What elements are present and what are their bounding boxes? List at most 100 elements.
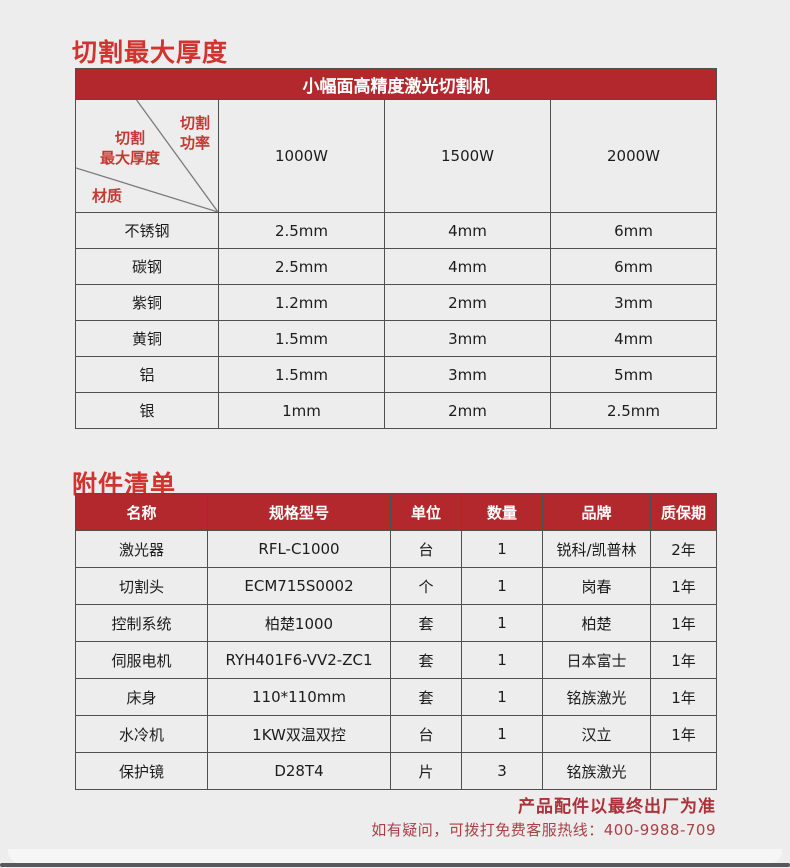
- thickness-cell: 2mm: [384, 284, 551, 321]
- material-cell: 银: [75, 392, 219, 429]
- thickness-cell: 3mm: [384, 320, 551, 357]
- unit-cell: 台: [390, 715, 462, 753]
- table-row: 水冷机 1KW双温双控 台 1 汉立 1年: [75, 715, 717, 753]
- unit-cell: 台: [390, 530, 462, 568]
- thickness-table-title: 小幅面高精度激光切割机: [75, 68, 717, 100]
- corner-label-material: 材质: [92, 187, 123, 205]
- material-cell: 碳钢: [75, 248, 219, 285]
- thickness-cell: 3mm: [550, 284, 717, 321]
- table-row: 激光器 RFL-C1000 台 1 锐科/凯普林 2年: [75, 530, 717, 568]
- page-bottom-bar: [0, 863, 790, 867]
- warranty-cell: 1年: [650, 604, 717, 642]
- corner-label-cutting-power: 切割 功率: [179, 114, 210, 152]
- thickness-cell: 5mm: [550, 356, 717, 393]
- warranty-cell: 2年: [650, 530, 717, 568]
- unit-cell: 套: [390, 604, 462, 642]
- unit-cell: 个: [390, 567, 462, 605]
- material-cell: 紫铜: [75, 284, 219, 321]
- qty-cell: 1: [461, 604, 543, 642]
- spec-cell: 1KW双温双控: [207, 715, 391, 753]
- table-row: 保护镜 D28T4 片 3 铭族激光: [75, 752, 717, 790]
- table-row: 碳钢 2.5mm 4mm 6mm: [75, 248, 717, 285]
- brand-cell: 日本富士: [542, 641, 651, 679]
- column-header-qty: 数量: [461, 493, 543, 531]
- name-cell: 床身: [75, 678, 208, 716]
- spec-cell: 柏楚1000: [207, 604, 391, 642]
- section-title-cutting-thickness: 切割最大厚度: [72, 37, 229, 67]
- thickness-cell: 2.5mm: [218, 248, 385, 285]
- brand-cell: 岗春: [542, 567, 651, 605]
- qty-cell: 1: [461, 641, 543, 679]
- brand-cell: 汉立: [542, 715, 651, 753]
- thickness-table-header-row: 切割 功率 切割 最大厚度 材质 1000W 1500W 2000W: [75, 99, 717, 213]
- column-header-warranty: 质保期: [650, 493, 717, 531]
- qty-cell: 1: [461, 715, 543, 753]
- unit-cell: 片: [390, 752, 462, 790]
- thickness-cell: 4mm: [550, 320, 717, 357]
- thickness-cell: 1.5mm: [218, 320, 385, 357]
- thickness-cell: 6mm: [550, 248, 717, 285]
- qty-cell: 1: [461, 567, 543, 605]
- material-cell: 黄铜: [75, 320, 219, 357]
- power-column-header: 1500W: [384, 99, 551, 213]
- card-bottom-edge: [8, 849, 782, 863]
- qty-cell: 1: [461, 530, 543, 568]
- name-cell: 控制系统: [75, 604, 208, 642]
- table-row: 铝 1.5mm 3mm 5mm: [75, 356, 717, 393]
- table-row: 控制系统 柏楚1000 套 1 柏楚 1年: [75, 604, 717, 642]
- spec-cell: 110*110mm: [207, 678, 391, 716]
- table-row: 银 1mm 2mm 2.5mm: [75, 392, 717, 429]
- qty-cell: 3: [461, 752, 543, 790]
- table-row: 黄铜 1.5mm 3mm 4mm: [75, 320, 717, 357]
- qty-cell: 1: [461, 678, 543, 716]
- name-cell: 水冷机: [75, 715, 208, 753]
- thickness-cell: 1.5mm: [218, 356, 385, 393]
- name-cell: 保护镜: [75, 752, 208, 790]
- column-header-unit: 单位: [390, 493, 462, 531]
- brand-cell: 柏楚: [542, 604, 651, 642]
- table-row: 紫铜 1.2mm 2mm 3mm: [75, 284, 717, 321]
- table-row: 床身 110*110mm 套 1 铭族激光 1年: [75, 678, 717, 716]
- brand-cell: 铭族激光: [542, 678, 651, 716]
- accessories-table: 名称 规格型号 单位 数量 品牌 质保期 激光器 RFL-C1000 台 1 锐…: [75, 493, 717, 790]
- thickness-cell: 1mm: [218, 392, 385, 429]
- thickness-cell: 2.5mm: [218, 212, 385, 249]
- material-cell: 铝: [75, 356, 219, 393]
- table-row: 伺服电机 RYH401F6-VV2-ZC1 套 1 日本富士 1年: [75, 641, 717, 679]
- spec-cell: RYH401F6-VV2-ZC1: [207, 641, 391, 679]
- thickness-cell: 6mm: [550, 212, 717, 249]
- spec-cell: RFL-C1000: [207, 530, 391, 568]
- thickness-cell: 2mm: [384, 392, 551, 429]
- thickness-cell: 4mm: [384, 212, 551, 249]
- brand-cell: 锐科/凯普林: [542, 530, 651, 568]
- warranty-cell: 1年: [650, 715, 717, 753]
- warranty-cell: 1年: [650, 678, 717, 716]
- spec-cell: ECM715S0002: [207, 567, 391, 605]
- material-cell: 不锈钢: [75, 212, 219, 249]
- name-cell: 激光器: [75, 530, 208, 568]
- name-cell: 切割头: [75, 567, 208, 605]
- table-row: 切割头 ECM715S0002 个 1 岗春 1年: [75, 567, 717, 605]
- column-header-spec: 规格型号: [207, 493, 391, 531]
- name-cell: 伺服电机: [75, 641, 208, 679]
- footer-hotline: 如有疑问，可拨打免费客服热线：400-9988-709: [371, 821, 716, 839]
- unit-cell: 套: [390, 678, 462, 716]
- power-column-header: 2000W: [550, 99, 717, 213]
- unit-cell: 套: [390, 641, 462, 679]
- spec-cell: D28T4: [207, 752, 391, 790]
- column-header-brand: 品牌: [542, 493, 651, 531]
- warranty-cell: 1年: [650, 641, 717, 679]
- accessories-header-row: 名称 规格型号 单位 数量 品牌 质保期: [75, 493, 717, 531]
- thickness-table-title-row: 小幅面高精度激光切割机: [75, 68, 717, 100]
- thickness-cell: 1.2mm: [218, 284, 385, 321]
- warranty-cell: [650, 752, 717, 790]
- warranty-cell: 1年: [650, 567, 717, 605]
- diagonal-header-cell: 切割 功率 切割 最大厚度 材质: [75, 99, 219, 213]
- diagonal-lines: [76, 100, 218, 212]
- table-row: 不锈钢 2.5mm 4mm 6mm: [75, 212, 717, 249]
- thickness-cell: 2.5mm: [550, 392, 717, 429]
- thickness-cell: 3mm: [384, 356, 551, 393]
- thickness-cell: 4mm: [384, 248, 551, 285]
- footer-disclaimer: 产品配件以最终出厂为准: [518, 797, 716, 817]
- column-header-name: 名称: [75, 493, 208, 531]
